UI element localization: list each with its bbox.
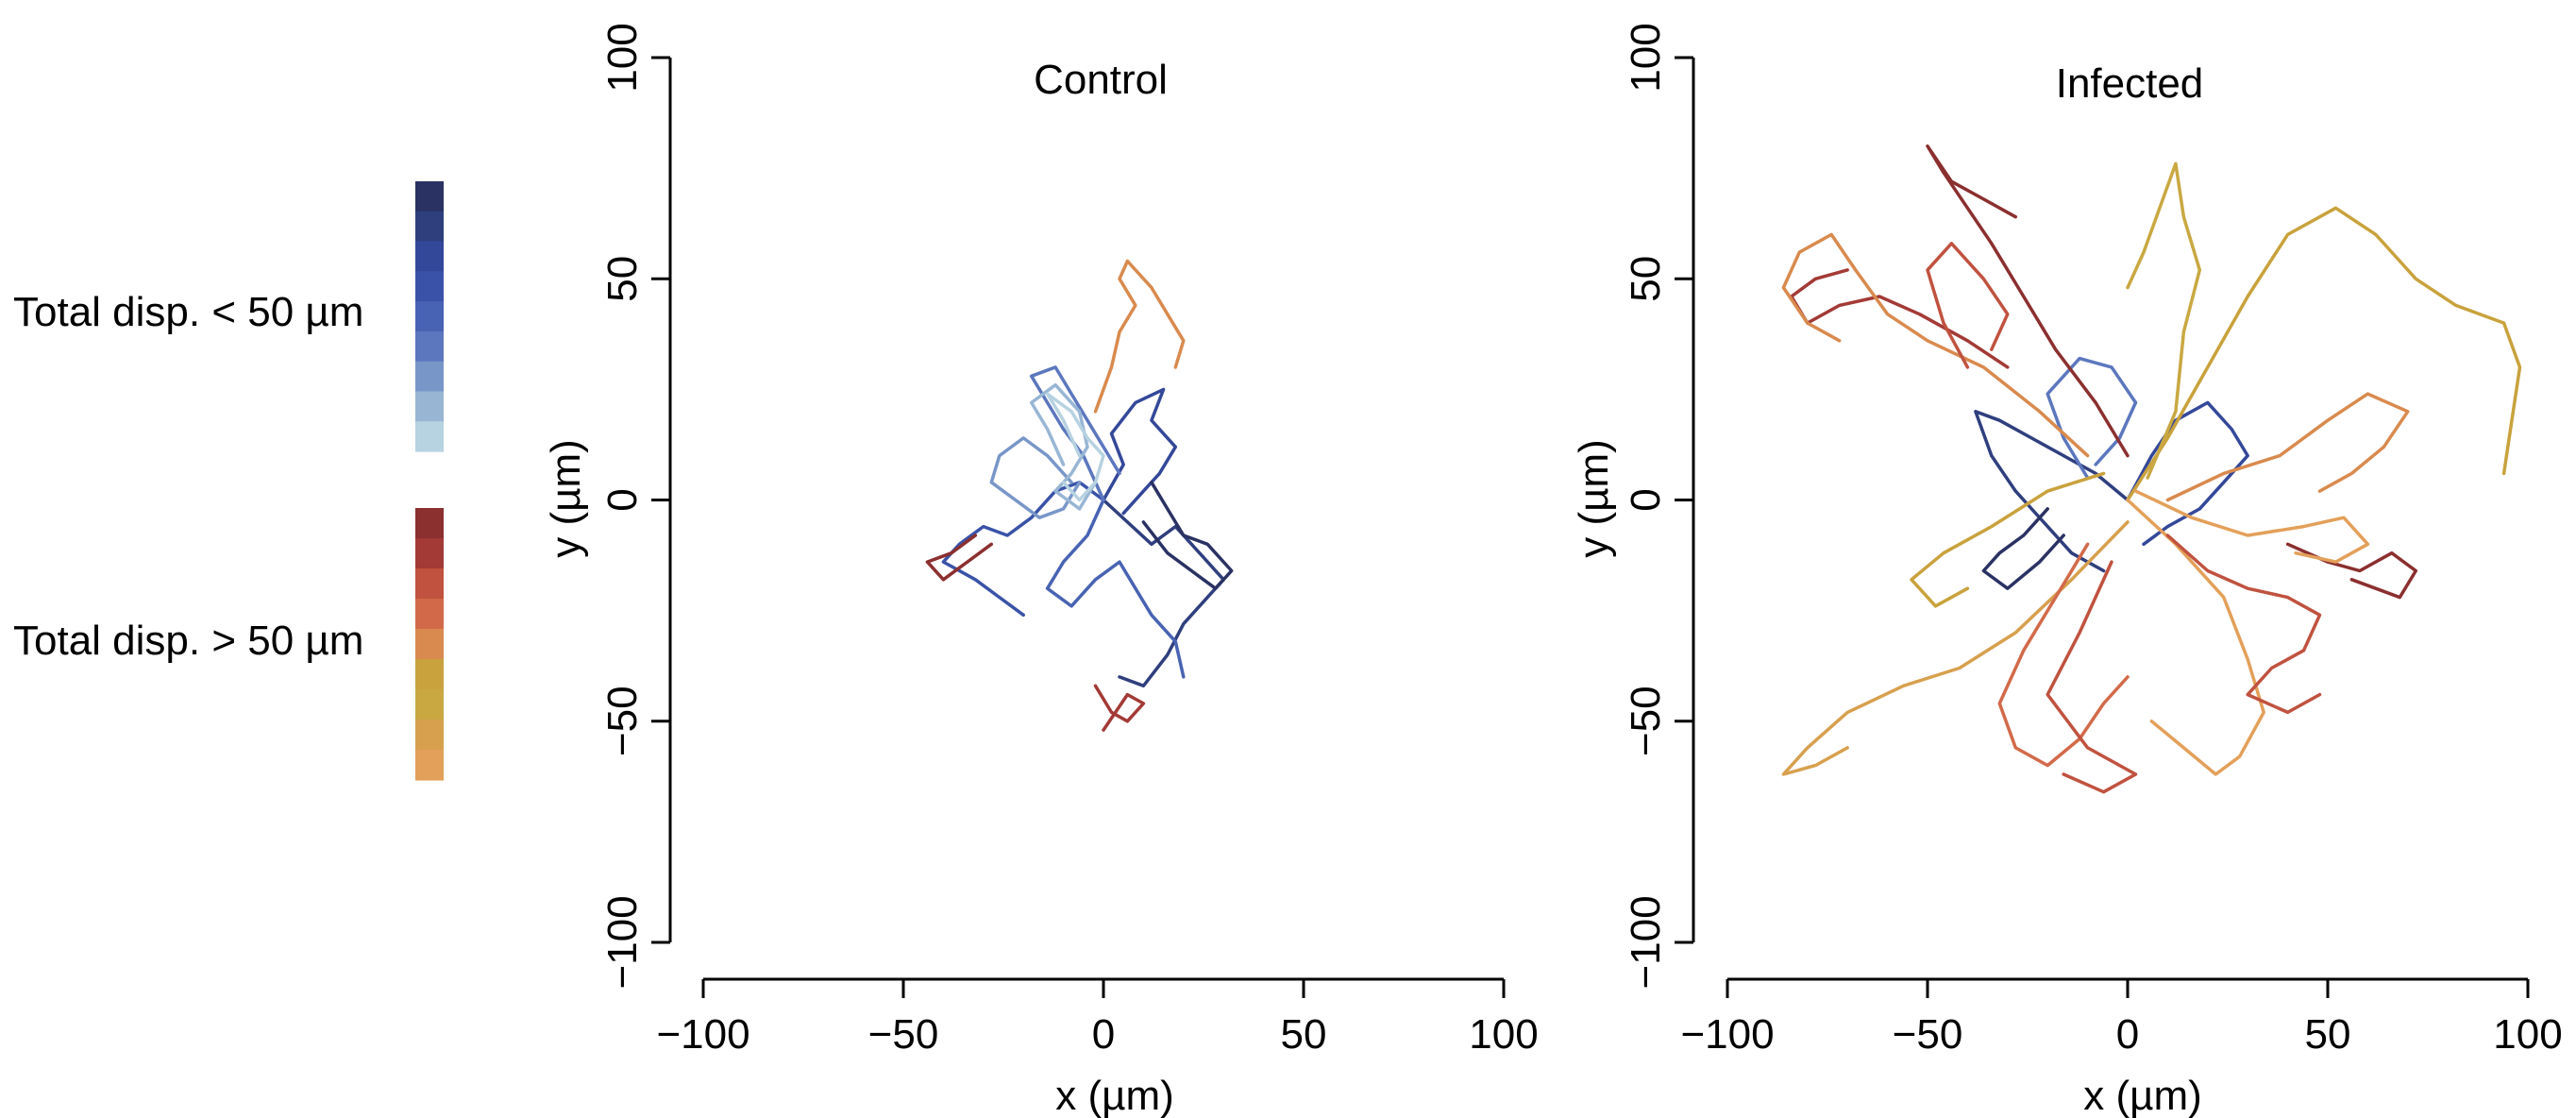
trajectory-line <box>1997 542 2130 768</box>
infected-panel: Infected −100 −50 0 50 100 −100 −50 0 50 100 x (µ… <box>1571 23 2563 1118</box>
y-tick-label: −100 <box>1623 895 1669 989</box>
trajectory-line <box>1781 232 2090 458</box>
legend-color-stop <box>415 599 444 630</box>
legend-color-stop <box>415 750 444 781</box>
trajectory-line <box>2165 534 2322 715</box>
trajectory-line <box>2126 161 2202 480</box>
axes: −100 −50 0 50 100 −100 −50 0 50 100 <box>1623 23 2563 1058</box>
y-tick-label: −100 <box>599 895 646 989</box>
legend-color-stop <box>415 181 444 212</box>
y-tick-label: 100 <box>1623 23 1669 92</box>
trajectory-line <box>2046 560 2138 794</box>
legend-label-high: Total disp. > 50 µm <box>13 618 363 664</box>
trajectory-line <box>1102 387 1178 516</box>
legend-color-stop <box>415 508 444 539</box>
x-tick-label: −50 <box>1893 1011 1963 1058</box>
x-tick-label: 50 <box>1281 1011 1327 1058</box>
legend-color-stop <box>415 720 444 751</box>
trajectory-line <box>1045 392 1105 502</box>
x-tick-label: −100 <box>1680 1011 1774 1058</box>
y-tick-label: −50 <box>1623 686 1669 756</box>
panel-title: Control <box>1034 57 1168 103</box>
trajectory-line <box>1910 471 2106 608</box>
trajectory-line <box>925 534 994 582</box>
legend-color-stop <box>415 421 444 452</box>
x-tick-label: 0 <box>1092 1011 1115 1058</box>
trajectory-line <box>2126 498 2265 776</box>
legend-color-stop <box>415 241 444 272</box>
legend-colorbar-low <box>415 181 444 452</box>
legend-color-stop <box>415 361 444 393</box>
y-tick-label: 100 <box>599 23 646 92</box>
trajectory-line <box>941 481 1105 618</box>
legend-color-stop <box>415 211 444 243</box>
trajectory-line <box>1781 520 2130 776</box>
legend-color-stop <box>415 568 444 600</box>
x-tick-label: 100 <box>1469 1011 1538 1058</box>
trajectory-line <box>1102 498 1225 688</box>
trajectory-line <box>2165 392 2410 502</box>
trajectory-line <box>1926 242 2010 369</box>
y-tick-label: 50 <box>1623 256 1669 302</box>
control-panel: Control −100 −50 0 50 100 −100 −50 0 50 100 x (µm… <box>543 23 1539 1118</box>
trajectory-line <box>1981 507 2065 590</box>
y-tick-label: 0 <box>599 488 646 511</box>
trajectory-line <box>989 436 1082 519</box>
trajectory-line <box>1790 268 2010 369</box>
trajectory-line <box>2285 542 2418 600</box>
trajectory-line <box>1141 481 1234 590</box>
legend-color-stop <box>415 391 444 422</box>
legend-label-low: Total disp. < 50 µm <box>13 289 363 335</box>
y-tick-label: 0 <box>1623 488 1669 511</box>
trajectories <box>1781 144 2522 794</box>
x-tick-label: 0 <box>2116 1011 2139 1058</box>
y-axis-label: y (µm) <box>543 439 589 558</box>
trajectory-line <box>1045 498 1186 679</box>
legend-color-stop <box>415 689 444 720</box>
legend-color-stop <box>415 271 444 302</box>
trajectory-line <box>1093 259 1186 414</box>
trajectory-line <box>1974 410 2130 573</box>
x-tick-label: 100 <box>2493 1011 2562 1058</box>
legend-color-stop <box>415 538 444 569</box>
trajectory-line <box>1093 684 1146 732</box>
trajectory-line <box>2046 356 2138 480</box>
panel-title: Infected <box>2056 60 2204 107</box>
x-tick-label: −100 <box>656 1011 749 1058</box>
trajectory-line <box>1926 144 2130 458</box>
trajectories <box>925 259 1234 732</box>
trajectory-line <box>1029 382 1098 511</box>
y-axis-label: y (µm) <box>1571 439 1617 558</box>
y-tick-label: 50 <box>599 256 646 302</box>
legend-color-stop <box>415 659 444 690</box>
x-tick-label: −50 <box>868 1011 939 1058</box>
legend: Total disp. < 50 µm Total disp. > 50 µm <box>13 181 444 781</box>
x-tick-label: 50 <box>2305 1011 2351 1058</box>
legend-colorbar-high <box>415 508 444 781</box>
trajectory-line <box>1029 365 1121 502</box>
legend-color-stop <box>415 330 444 363</box>
trajectory-line <box>2133 489 2370 564</box>
x-axis-label: x (µm) <box>2083 1073 2202 1118</box>
x-axis-label: x (µm) <box>1055 1073 1174 1118</box>
trajectory-line <box>2126 206 2522 502</box>
y-tick-label: −50 <box>599 686 646 756</box>
legend-color-stop <box>415 629 444 660</box>
axes: −100 −50 0 50 100 −100 −50 0 50 100 <box>599 23 1539 1058</box>
legend-color-stop <box>415 301 444 332</box>
